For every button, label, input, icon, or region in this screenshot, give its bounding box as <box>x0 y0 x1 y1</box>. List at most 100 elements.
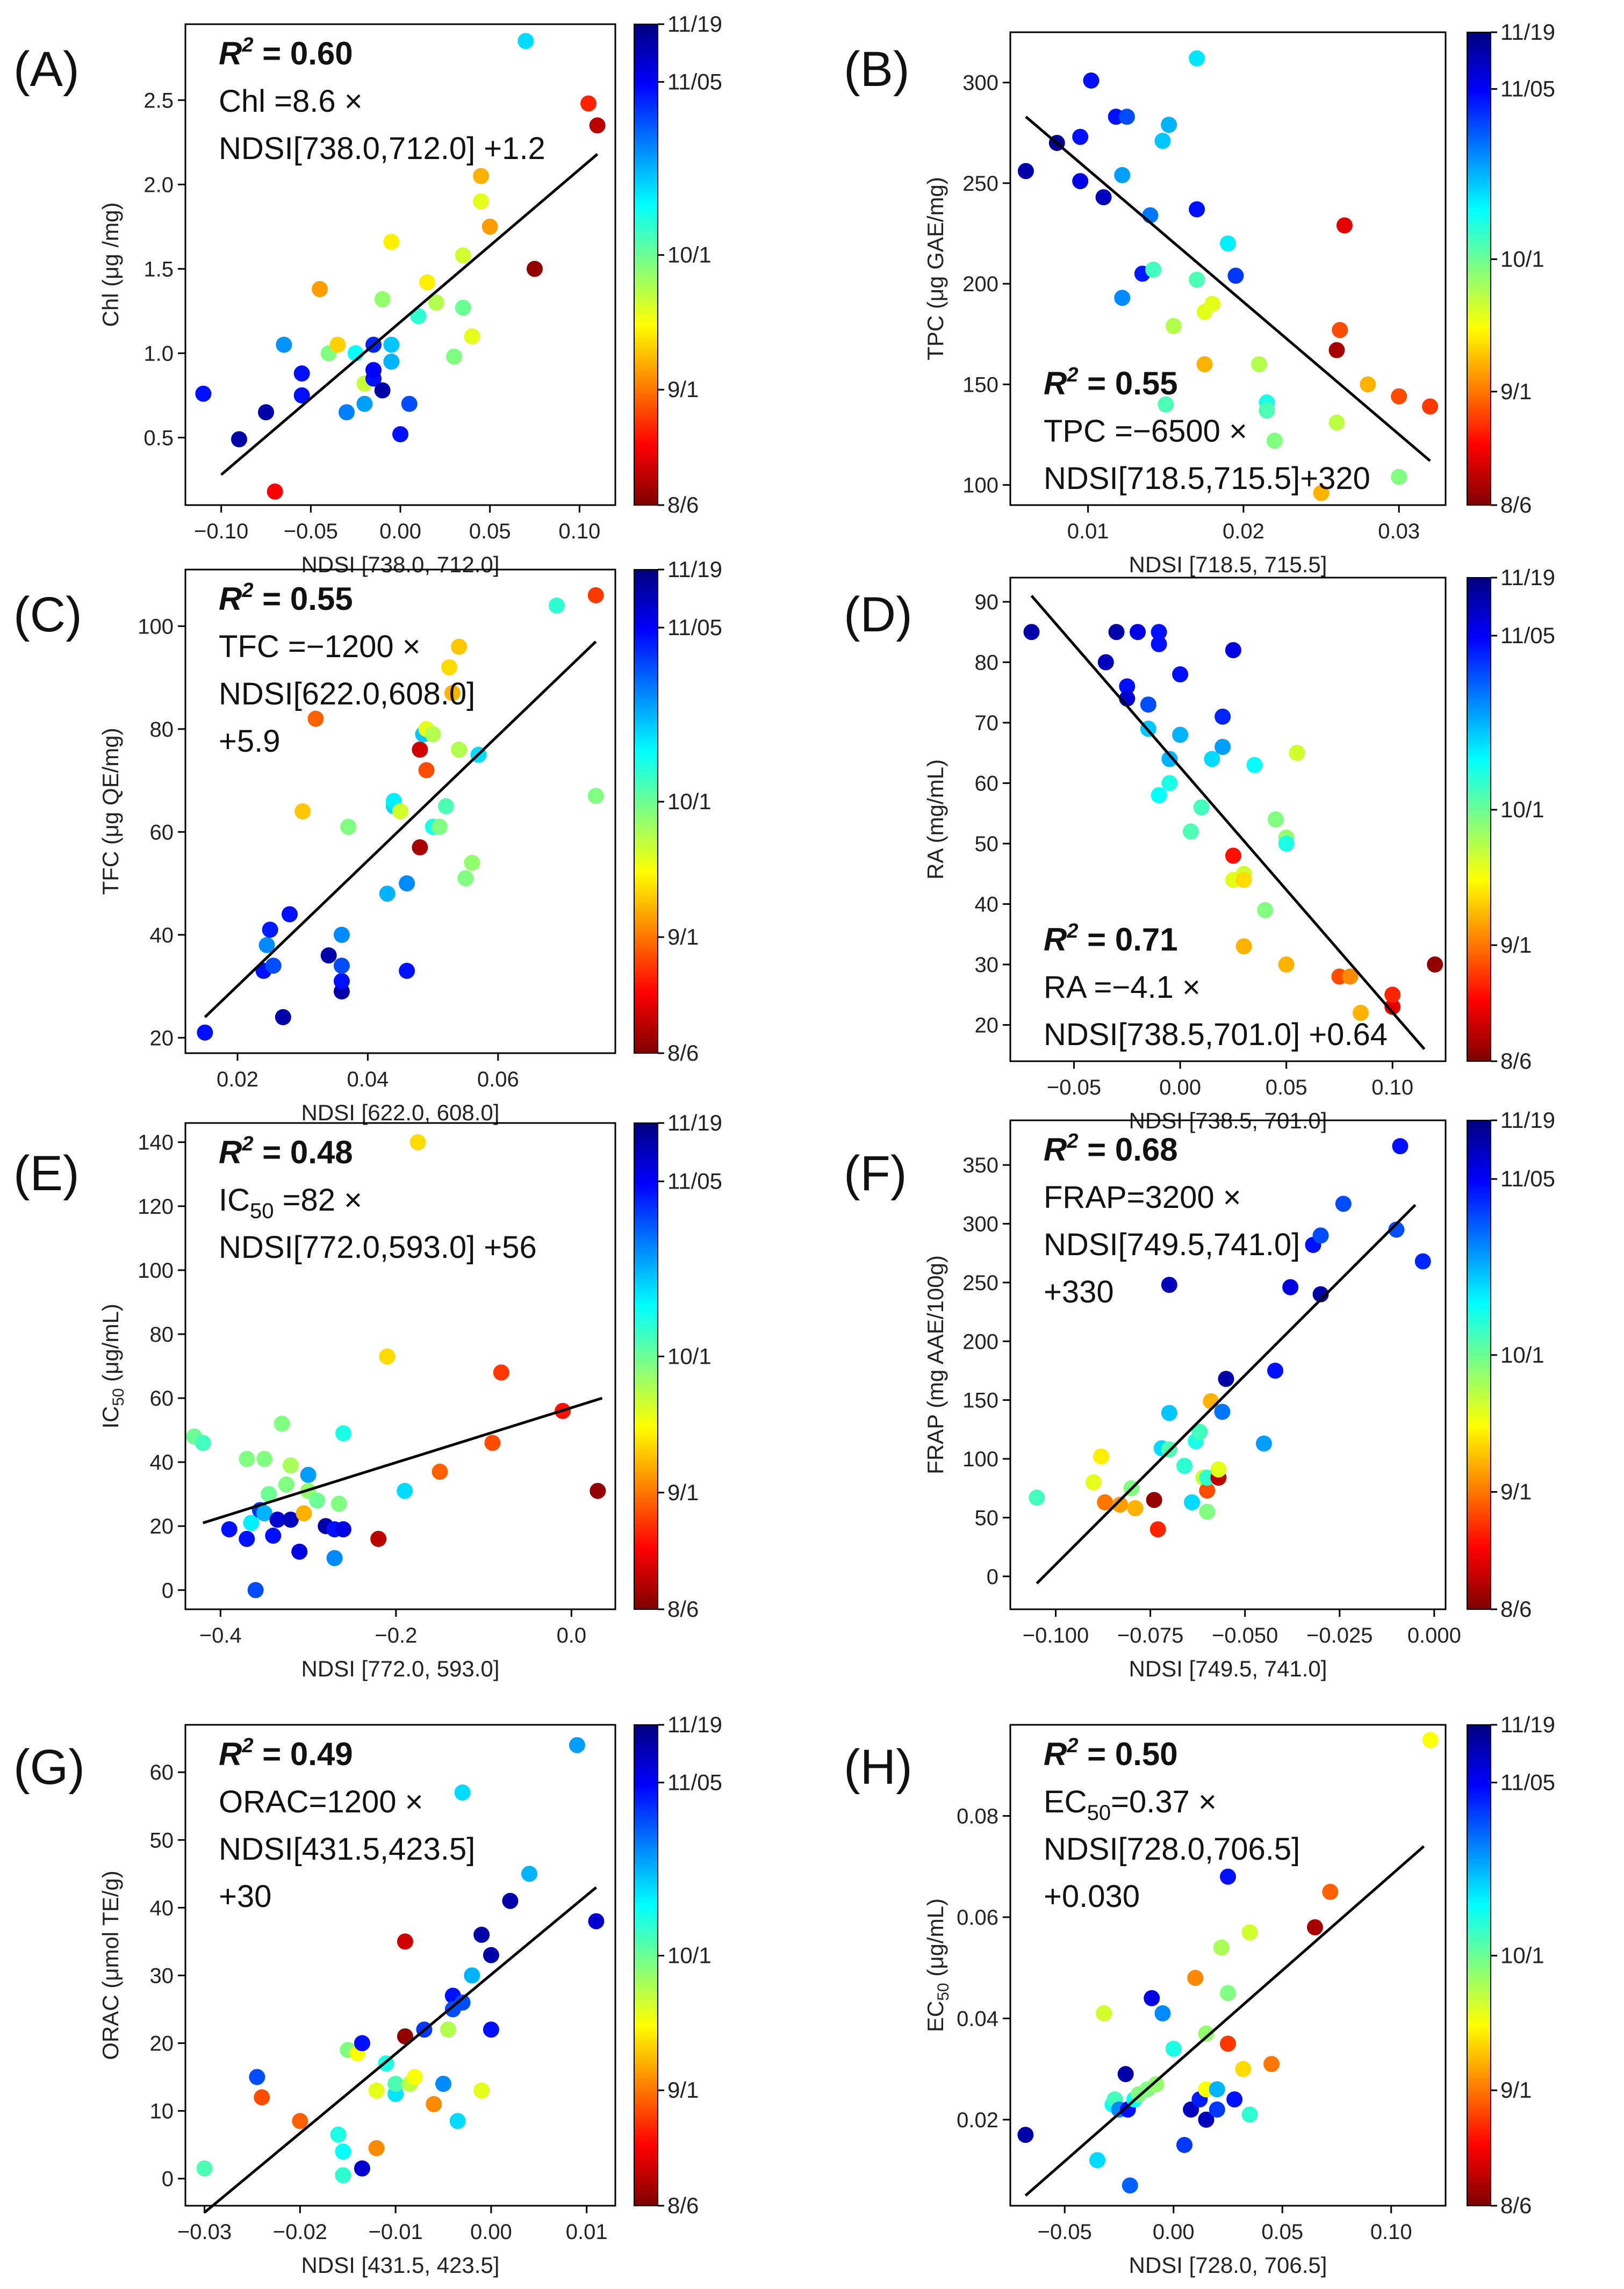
x-axis-label: NDSI [749.5, 741.0] <box>1129 1656 1327 1681</box>
data-point <box>454 1784 471 1801</box>
colorbar-tick-label: 9/1 <box>1500 1479 1532 1505</box>
y-axis-label: RA (mg/mL) <box>923 759 948 880</box>
y-tick-label: 350 <box>962 1154 998 1177</box>
data-point <box>308 1492 325 1509</box>
data-point <box>1161 751 1178 767</box>
data-point <box>1214 1403 1231 1420</box>
y-tick-label: 2.5 <box>143 89 174 112</box>
data-point <box>383 354 400 370</box>
equation-line: NDSI[772.0,593.0] +56 <box>219 1230 537 1265</box>
data-point <box>1267 811 1284 827</box>
data-point <box>1220 235 1236 252</box>
x-tick-label: 0.06 <box>477 1068 519 1091</box>
data-point <box>419 274 435 291</box>
equation-line: Chl =8.6 × <box>219 84 363 119</box>
r-squared-label: R2 = 0.60 <box>219 34 353 71</box>
data-point <box>292 2113 308 2129</box>
r-squared-value: 0.48 <box>290 1134 353 1170</box>
x-tick-label: 0.00 <box>379 520 421 543</box>
y-tick-label: 0 <box>162 2168 174 2191</box>
data-point <box>291 1543 308 1560</box>
data-point <box>392 803 408 819</box>
data-point <box>1328 414 1345 431</box>
panel-label: (H) <box>844 1740 912 1795</box>
panel-d: (D) −0.05 0.00 0.05 0.10 20 30 40 50 60 70 80 90 NDSI… <box>844 565 1555 1133</box>
data-point <box>418 762 435 779</box>
colorbar-tick-label: 9/1 <box>1500 932 1532 958</box>
data-point <box>1215 708 1231 725</box>
data-point <box>329 336 346 353</box>
data-point <box>1414 1253 1431 1270</box>
data-point <box>196 2160 213 2177</box>
y-tick-label: 0.02 <box>957 2108 998 2132</box>
data-point <box>300 1466 317 1483</box>
data-point <box>1172 726 1189 743</box>
y-tick-label: 0.08 <box>957 1805 998 1829</box>
data-point <box>569 1737 585 1753</box>
data-point <box>473 2082 490 2099</box>
data-point <box>587 788 604 804</box>
colorbar-tick-label: 11/19 <box>667 1110 722 1135</box>
colorbar-tick-label: 9/1 <box>1500 379 1532 404</box>
y-tick-label: 100 <box>962 1448 998 1471</box>
colorbar-tick-label: 11/19 <box>667 557 722 582</box>
panel-label: (F) <box>844 1146 907 1201</box>
equation-line: FRAP=3200 × <box>1044 1180 1241 1215</box>
y-tick-label: 250 <box>962 1271 998 1295</box>
data-point <box>1225 847 1241 864</box>
x-tick-label: 0.01 <box>566 2220 608 2244</box>
data-point <box>1263 2056 1280 2072</box>
data-point <box>1023 624 1040 640</box>
x-tick-label: 0.05 <box>1266 1076 1307 1099</box>
data-point <box>1158 396 1174 413</box>
data-point <box>1161 775 1178 791</box>
data-point <box>1130 624 1146 640</box>
y-tick-label: 150 <box>962 1389 998 1413</box>
data-point <box>1198 2025 1215 2042</box>
regression-line <box>1030 595 1426 1050</box>
y-tick-label: 0.5 <box>143 426 174 450</box>
y-tick-label: 1.0 <box>143 342 174 365</box>
data-point <box>1151 787 1167 803</box>
data-point <box>1241 1924 1258 1941</box>
data-point <box>1151 636 1167 652</box>
data-point <box>1118 109 1135 125</box>
equation-line: NDSI[622.0,608.0] <box>219 676 475 711</box>
equation-line: IC50 =82 × <box>219 1183 362 1223</box>
data-point <box>1083 72 1100 89</box>
y-tick-label: 2.0 <box>143 173 174 197</box>
panel-g: (G) −0.03 −0.02 −0.01 0.00 0.01 0 10 20 30 40 50 60 N… <box>13 1712 722 2278</box>
y-tick-label: 90 <box>975 591 999 614</box>
r-squared-value: 0.68 <box>1115 1132 1178 1168</box>
data-point <box>1108 624 1125 640</box>
data-point <box>281 906 298 923</box>
data-point <box>1422 1732 1439 1748</box>
data-point <box>356 395 373 412</box>
data-point <box>1391 388 1407 405</box>
equation-line: NDSI[718.5,715.5]+320 <box>1044 461 1370 496</box>
data-point <box>449 2113 466 2129</box>
data-point <box>1089 2152 1105 2169</box>
data-point <box>1165 2040 1182 2057</box>
data-point <box>1220 1868 1236 1885</box>
data-point <box>455 247 471 264</box>
y-axis-label: FRAP (mg AAE/100g) <box>923 1255 948 1474</box>
x-tick-label: −0.01 <box>369 2220 423 2244</box>
data-point <box>441 659 457 675</box>
data-point <box>267 483 283 500</box>
colorbar-tick-label: 9/1 <box>667 2077 699 2103</box>
data-point <box>1289 745 1305 761</box>
data-point <box>282 1511 299 1528</box>
data-point <box>1392 1138 1409 1155</box>
data-point <box>1278 836 1295 852</box>
data-point <box>374 382 391 399</box>
x-axis-label: NDSI [622.0, 608.0] <box>301 1100 500 1125</box>
data-point <box>368 2140 385 2156</box>
equation-line: +5.9 <box>219 724 281 759</box>
data-point <box>340 818 357 835</box>
y-tick-label: 100 <box>962 474 998 498</box>
data-point <box>1176 1458 1192 1474</box>
data-point <box>587 587 604 603</box>
data-point <box>410 308 427 325</box>
x-tick-label: 0.10 <box>558 520 600 543</box>
